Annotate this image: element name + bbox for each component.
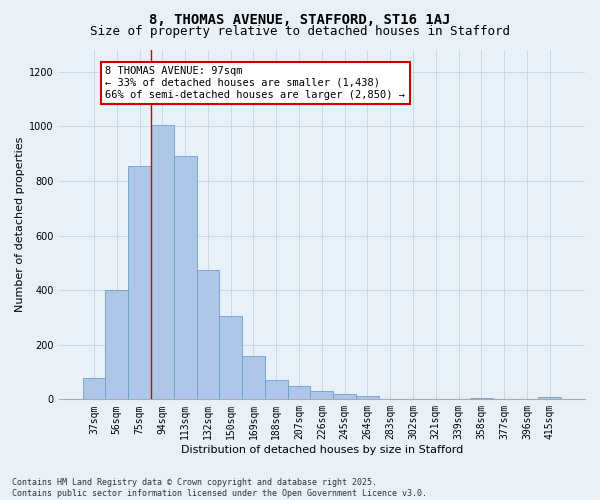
Text: Size of property relative to detached houses in Stafford: Size of property relative to detached ho…	[90, 25, 510, 38]
Text: 8, THOMAS AVENUE, STAFFORD, ST16 1AJ: 8, THOMAS AVENUE, STAFFORD, ST16 1AJ	[149, 12, 451, 26]
Bar	[265, 380, 287, 400]
Bar	[151, 125, 174, 400]
Y-axis label: Number of detached properties: Number of detached properties	[15, 137, 25, 312]
Text: Contains HM Land Registry data © Crown copyright and database right 2025.
Contai: Contains HM Land Registry data © Crown c…	[12, 478, 427, 498]
Bar	[310, 391, 333, 400]
Bar	[219, 316, 242, 400]
Bar	[470, 398, 493, 400]
Bar	[197, 270, 219, 400]
Bar	[128, 166, 151, 400]
Text: 8 THOMAS AVENUE: 97sqm
← 33% of detached houses are smaller (1,438)
66% of semi-: 8 THOMAS AVENUE: 97sqm ← 33% of detached…	[106, 66, 406, 100]
Bar	[538, 396, 561, 400]
X-axis label: Distribution of detached houses by size in Stafford: Distribution of detached houses by size …	[181, 445, 463, 455]
Bar	[356, 396, 379, 400]
Bar	[287, 386, 310, 400]
Bar	[333, 394, 356, 400]
Bar	[174, 156, 197, 400]
Bar	[106, 290, 128, 400]
Bar	[242, 356, 265, 400]
Bar	[83, 378, 106, 400]
